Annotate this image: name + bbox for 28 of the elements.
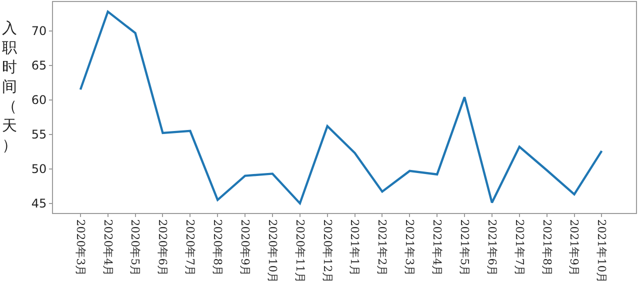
x-tick-label: 2020年5月 bbox=[128, 219, 142, 276]
x-tick-label: 2020年8月 bbox=[211, 219, 224, 276]
x-tick-label: 2020年7月 bbox=[184, 219, 197, 276]
x-tick-label: 2021年10月 bbox=[595, 219, 608, 284]
x-tick-label: 2021年1月 bbox=[348, 219, 362, 276]
x-tick-label: 2020年3月 bbox=[74, 219, 87, 276]
x-tick-label: 2021年8月 bbox=[540, 219, 554, 276]
line-series bbox=[79, 10, 603, 204]
x-tick-label: 2020年10月 bbox=[266, 219, 279, 284]
x-tick-label: 2020年12月 bbox=[320, 219, 334, 284]
y-tick-label: 50 bbox=[31, 162, 47, 176]
x-tick-label: 2021年7月 bbox=[512, 219, 526, 276]
y-tick-label: 60 bbox=[31, 93, 47, 108]
x-tick-label: 2021年2月 bbox=[376, 219, 389, 276]
y-tick-label: 55 bbox=[31, 128, 47, 142]
x-tick-label: 2020年11月 bbox=[293, 219, 306, 284]
y-axis-title: 入职时间（天） bbox=[2, 19, 17, 154]
x-tick-label: 2020年6月 bbox=[156, 219, 170, 276]
x-tick-label: 2021年9月 bbox=[568, 219, 581, 276]
x-tick-label: 2020年4月 bbox=[101, 219, 114, 276]
y-tick-label: 65 bbox=[31, 58, 47, 73]
x-tick-label: 2020年9月 bbox=[238, 219, 252, 276]
x-tick-label: 2021年3月 bbox=[403, 219, 416, 276]
y-tick-label: 45 bbox=[31, 196, 47, 211]
x-tick-label: 2021年6月 bbox=[485, 219, 498, 276]
x-tick-label: 2021年4月 bbox=[430, 219, 444, 276]
x-tick-label: 2021年5月 bbox=[458, 219, 471, 276]
y-tick-label: 70 bbox=[31, 24, 47, 38]
